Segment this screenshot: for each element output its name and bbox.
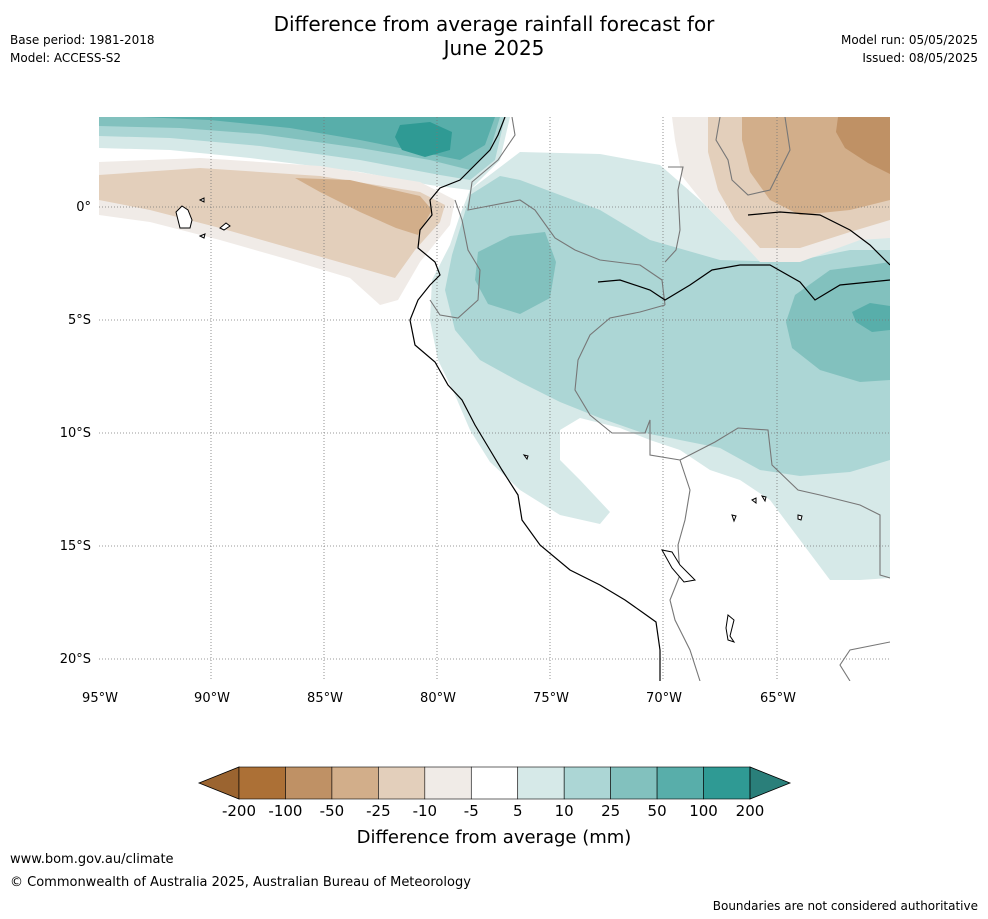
colorbar-tick-label: -100 [268, 802, 302, 820]
latitude-axis: 0° 5°S 10°S 15°S 20°S [60, 200, 91, 667]
anomaly-wet-inland-10 [445, 176, 890, 476]
base-period-text: Base period: 1981-2018 [10, 33, 155, 47]
lon-label: 95°W [82, 691, 118, 706]
colorbar-cell [703, 766, 751, 800]
colorbar-tick-label: 25 [601, 802, 620, 820]
title-line-2: June 2025 [443, 36, 545, 60]
anomaly-wet-inland-25-east [786, 262, 890, 382]
map-title: Difference from average rainfall forecas… [0, 12, 988, 60]
coastline-orinoco [747, 211, 890, 266]
border-colombia-venezuela [664, 166, 684, 263]
colorbar-tick-label: -50 [320, 802, 345, 820]
border-peru-brazil [574, 304, 681, 461]
anomaly-dry-core-pacific [295, 178, 432, 235]
lon-label: 80°W [420, 691, 456, 706]
colorbar-cell [331, 766, 379, 800]
border-venezuela-guyana [715, 117, 791, 196]
anomaly-wet-core-north [395, 122, 452, 157]
colorbar-tick-label: 5 [513, 802, 523, 820]
colorbar-cell [656, 766, 704, 800]
lon-label: 75°W [533, 691, 569, 706]
colorbar-ticks: -200 -100 -50 -25 -10 -5 5 10 25 50 100 200 [222, 802, 764, 820]
colorbar-tick-label: -10 [413, 802, 438, 820]
coastlines [409, 117, 890, 681]
colorbar-title: Difference from average (mm) [357, 827, 632, 848]
colorbar-cell [470, 766, 519, 800]
footer-url: www.bom.gov.au/climate [10, 852, 174, 867]
lat-label: 20°S [60, 652, 91, 667]
colorbar-cell [610, 766, 658, 800]
footer-note: Boundaries are not considered authoritat… [712, 899, 978, 913]
meta-right: Model run: 05/05/2025 Issued: 08/05/2025 [841, 31, 978, 67]
graticule [99, 117, 890, 681]
colorbar-cell [517, 766, 565, 800]
lat-label: 15°S [60, 539, 91, 554]
colorbar-extend-low [197, 766, 240, 800]
lake-titicaca [661, 549, 697, 583]
lat-label: 0° [76, 200, 91, 215]
anomaly-dry-northeast-50 [836, 117, 890, 174]
lake-poopo [725, 614, 736, 643]
border-colombia-ecuador-peru [467, 117, 666, 306]
colorbar-extend-high [749, 766, 792, 800]
coastline-amazon-river [597, 264, 890, 301]
footer-copyright: © Commonwealth of Australia 2025, Austra… [10, 875, 471, 890]
colorbar-tick-label: 100 [689, 802, 718, 820]
islands [175, 197, 803, 643]
map-panel [99, 117, 890, 681]
colorbar-tick-label: -200 [222, 802, 256, 820]
lake-small-1 [751, 497, 757, 504]
colorbar-tick-label: 50 [648, 802, 667, 820]
colorbar-tick-label: 200 [736, 802, 765, 820]
longitude-axis: 95°W 90°W 85°W 80°W 75°W 70°W 65°W [82, 691, 796, 706]
title-line-1: Difference from average rainfall forecas… [273, 12, 715, 36]
colorbar-cell [563, 766, 611, 800]
lat-label: 5°S [68, 313, 91, 328]
colorbar-cell [285, 766, 333, 800]
anomaly-wet-inland-50-east [852, 303, 890, 332]
colorbar-tick-label: -5 [464, 802, 479, 820]
model-text: Model: ACCESS-S2 [10, 51, 122, 65]
lon-label: 85°W [307, 691, 343, 706]
border-bolivia-brazil [679, 427, 890, 579]
colorbar-tick-label: 10 [555, 802, 574, 820]
lake-small-3 [797, 514, 803, 521]
border-chile-argentina [839, 641, 890, 681]
galapagos-island-north [198, 197, 205, 203]
colorbar-tick-label: -25 [366, 802, 391, 820]
meta-left: Base period: 1981-2018 Model: ACCESS-S2 [10, 31, 155, 67]
border-ecuador-peru [429, 199, 481, 319]
lat-label: 10°S [60, 426, 91, 441]
colorbar-cell [378, 766, 426, 800]
lake-small-4 [731, 514, 737, 523]
lon-label: 70°W [646, 691, 682, 706]
anomaly-wet-inland-25-west [475, 232, 556, 314]
galapagos-island-south [198, 233, 206, 239]
lon-label: 65°W [760, 691, 796, 706]
model-run-text: Model run: 05/05/2025 [840, 33, 978, 47]
coastline-pacific [409, 117, 661, 681]
colorbar-cell [238, 766, 286, 800]
lake-small-2 [760, 495, 767, 503]
colorbar-cells [238, 766, 751, 800]
lon-label: 90°W [194, 691, 230, 706]
issued-text: Issued: 08/05/2025 [862, 51, 978, 65]
colorbar: -200 -100 -50 -25 -10 -5 5 10 25 50 100 200 Differe… [197, 766, 792, 848]
colorbar-cell [424, 766, 472, 800]
lake-small-5 [522, 454, 529, 461]
galapagos-island-main [175, 205, 193, 229]
galapagos-island-east [219, 222, 231, 231]
